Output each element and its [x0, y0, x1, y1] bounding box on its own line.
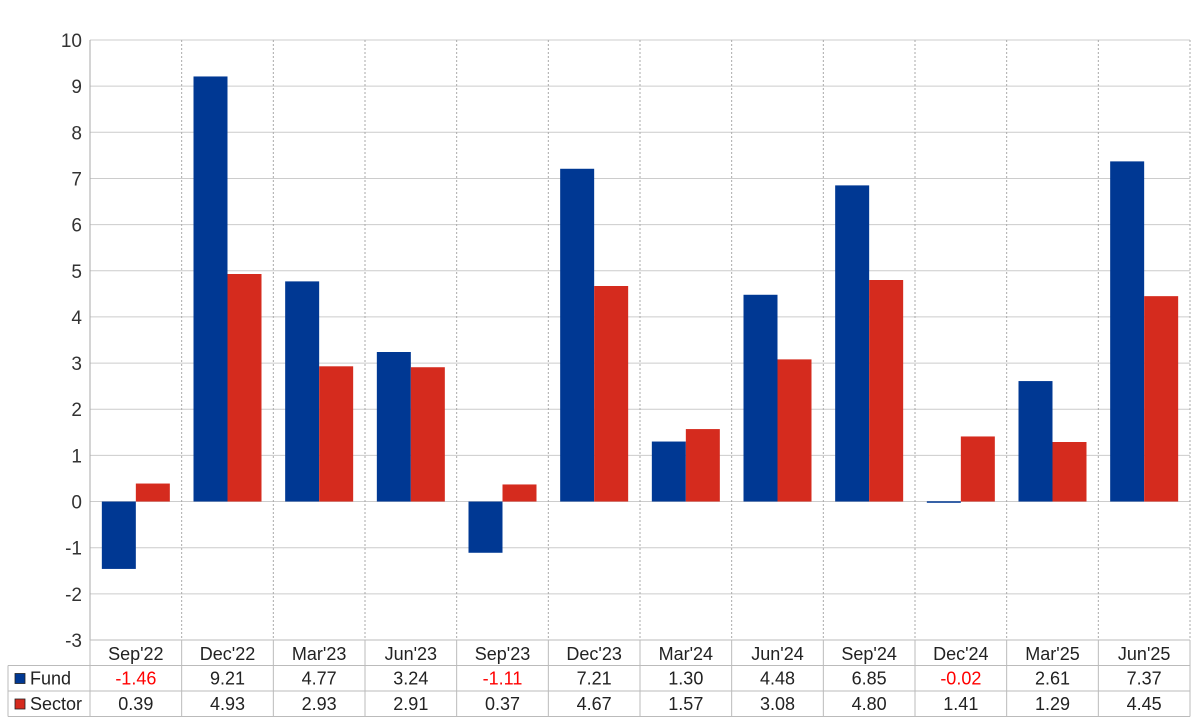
bar-fund-1	[193, 76, 228, 502]
data-label-sector: 0.39	[118, 694, 153, 714]
bar-sector-3	[410, 367, 445, 502]
data-label-fund: 7.37	[1127, 669, 1162, 689]
bar-fund-11	[1110, 161, 1145, 502]
data-label-fund: 4.77	[302, 669, 337, 689]
gridlines	[89, 39, 1191, 641]
bar-sector-8	[869, 280, 904, 502]
category-label: Dec'24	[933, 644, 988, 664]
bar-fund-3	[376, 352, 411, 502]
y-tick-label: -1	[65, 539, 82, 560]
bar-sector-10	[1052, 442, 1087, 502]
legend-label-fund: Fund	[30, 669, 71, 689]
category-label: Dec'23	[566, 644, 621, 664]
data-label-fund: -0.02	[940, 669, 981, 689]
category-label: Dec'22	[200, 644, 255, 664]
y-tick-label: 0	[71, 493, 82, 514]
bar-fund-5	[560, 168, 595, 502]
data-label-sector: 1.57	[668, 694, 703, 714]
bar-sector-9	[960, 436, 995, 502]
y-tick-label: 10	[61, 31, 82, 52]
data-label-sector: 2.93	[302, 694, 337, 714]
bar-fund-0	[101, 501, 136, 569]
category-label: Mar'24	[659, 644, 713, 664]
data-label-fund: -1.46	[115, 669, 156, 689]
bar-fund-9	[926, 501, 961, 503]
data-label-fund: -1.11	[483, 669, 523, 689]
bar-fund-6	[651, 441, 686, 502]
data-table: Sep'22 Dec'22 Mar'23 Jun'23 Sep'23 Dec'23 Mar'…	[7, 639, 1191, 717]
bar-fund-7	[743, 294, 778, 502]
y-tick-label: 7	[71, 169, 82, 190]
bar-sector-6	[685, 429, 720, 502]
category-label: Jun'25	[1118, 644, 1170, 664]
data-label-sector: 4.93	[210, 694, 245, 714]
bar-sector-11	[1144, 296, 1179, 502]
data-label-fund: 9.21	[210, 669, 245, 689]
category-label: Mar'25	[1025, 644, 1079, 664]
y-tick-label: 4	[71, 308, 82, 329]
category-label: Sep'24	[841, 644, 897, 664]
data-label-sector: 4.45	[1127, 694, 1162, 714]
y-tick-label: 9	[71, 77, 82, 98]
bars	[101, 76, 1179, 569]
data-label-sector: 4.80	[852, 694, 887, 714]
y-tick-label: 6	[71, 216, 82, 237]
y-tick-label: 2	[71, 400, 82, 421]
data-label-sector: 2.91	[393, 694, 428, 714]
category-label: Mar'23	[292, 644, 346, 664]
data-label-sector: 3.08	[760, 694, 795, 714]
bar-sector-2	[319, 366, 354, 502]
y-tick-label: 8	[71, 123, 82, 144]
data-label-sector: 0.37	[485, 694, 520, 714]
y-tick-label: 1	[71, 446, 82, 467]
data-label-sector: 1.41	[943, 694, 978, 714]
data-label-fund: 2.61	[1035, 669, 1070, 689]
bar-fund-2	[285, 281, 320, 502]
data-label-sector: 4.67	[577, 694, 612, 714]
data-label-fund: 4.48	[760, 669, 795, 689]
data-label-fund: 7.21	[577, 669, 612, 689]
data-label-fund: 3.24	[393, 669, 428, 689]
bar-sector-1	[227, 274, 262, 502]
category-label: Sep'22	[108, 644, 164, 664]
data-label-fund: 1.30	[668, 669, 703, 689]
bar-sector-5	[594, 286, 629, 502]
category-label: Jun'23	[385, 644, 437, 664]
y-tick-label: -2	[65, 585, 82, 606]
legend-swatch-fund	[14, 673, 26, 684]
category-label: Jun'24	[751, 644, 803, 664]
data-label-sector: 1.29	[1035, 694, 1070, 714]
bar-sector-7	[777, 359, 812, 502]
y-tick-label: 3	[71, 354, 82, 375]
y-tick-label: -3	[65, 631, 82, 652]
legend-label-sector: Sector	[30, 694, 82, 714]
bar-fund-4	[468, 501, 503, 553]
legend-swatch-sector	[14, 698, 26, 710]
bar-fund-8	[835, 185, 870, 502]
y-tick-label: 5	[71, 262, 82, 283]
category-label: Sep'23	[475, 644, 531, 664]
bar-fund-10	[1018, 381, 1053, 502]
bar-sector-0	[135, 483, 170, 502]
bar-sector-4	[502, 484, 537, 502]
data-label-fund: 6.85	[852, 669, 887, 689]
